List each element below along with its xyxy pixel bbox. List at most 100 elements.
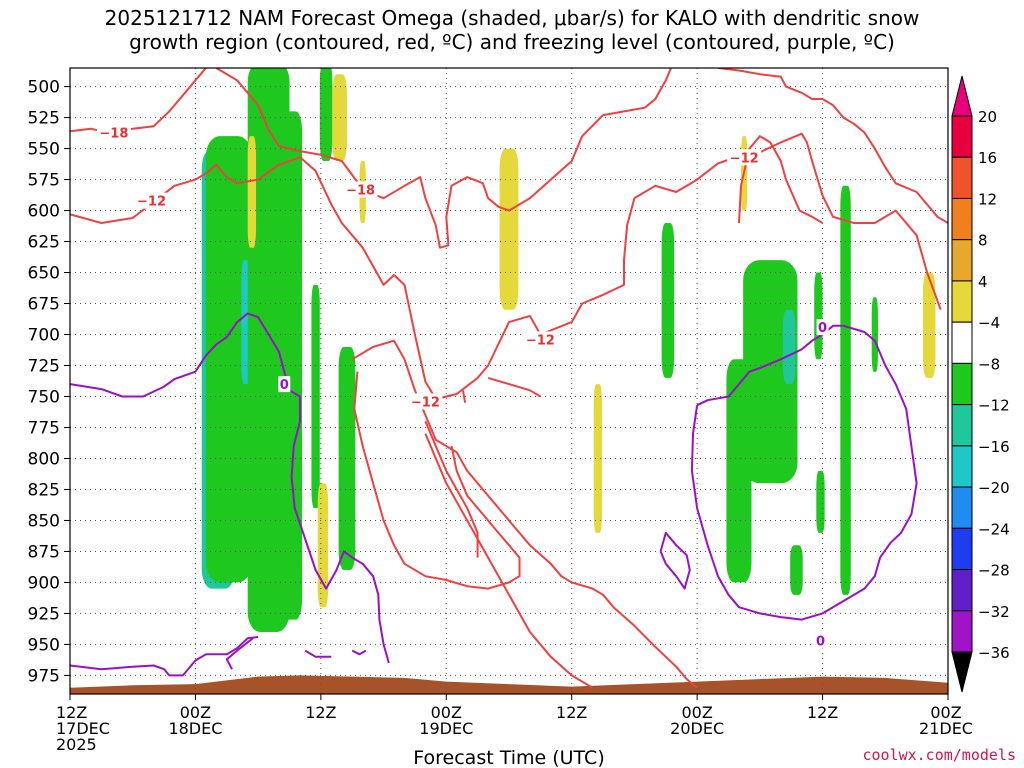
red-contour-7 (424, 420, 479, 558)
red-contour-1 (70, 132, 942, 400)
terrain (70, 675, 948, 694)
purple-contour-5 (304, 649, 332, 658)
x-axis-title: Forecast Time (UTC) (413, 747, 604, 768)
colorbar-label-12: −32 (978, 603, 1010, 621)
x-tick-label-3-1: 00Z (431, 703, 462, 722)
colorbar-top-arrow (951, 75, 973, 117)
y-tick-label-7: 675 (28, 295, 60, 315)
credit-text: coolwx.com/models (862, 746, 1016, 764)
red-contour-4 (717, 68, 948, 224)
red-contour-2 (215, 68, 672, 249)
omega-region-7 (319, 68, 333, 161)
red-contour-label-1: −12 (137, 195, 166, 210)
purple-contour-label-2: 0 (816, 635, 825, 650)
y-tick-label-2: 550 (28, 140, 60, 160)
colorbar-swatch-1 (951, 156, 973, 199)
red-contour-0 (70, 68, 207, 135)
y-tick-label-18: 950 (28, 635, 60, 655)
colorbar-swatch-12 (951, 610, 973, 653)
colorbar-label-3: 8 (978, 232, 988, 250)
x-tick-label-6-1: 12Z (807, 703, 838, 722)
omega-region-19 (782, 309, 796, 385)
omega-region-3 (247, 68, 290, 633)
purple-contour-1 (690, 324, 918, 621)
red-contour-label-bg-4 (408, 393, 443, 410)
y-tick-label-4: 600 (28, 202, 60, 222)
colorbar-swatch-3 (951, 239, 973, 282)
colorbar-swatch-7 (951, 404, 973, 447)
colorbar-label-2: 12 (978, 190, 997, 208)
colorbar-label-10: −24 (978, 520, 1010, 538)
purple-contour-label-0: 0 (280, 378, 289, 393)
purple-contour-label-1: 0 (818, 321, 827, 336)
colorbar-label-7: −12 (978, 397, 1010, 415)
y-tick-label-12: 800 (28, 449, 60, 469)
omega-region-1 (205, 136, 252, 583)
colorbar-bottom-arrow (951, 651, 973, 693)
red-contour-label-bg-1 (134, 192, 169, 209)
colorbar-swatch-10 (951, 527, 973, 571)
y-tick-label-19: 975 (28, 666, 60, 686)
y-tick-label-16: 900 (28, 573, 60, 593)
red-contours (70, 68, 948, 689)
colorbar: 20 16 12 8 4 −4 −8 −12 −16 −20 −24 −28 −32 −36 (951, 75, 1010, 693)
omega-region-21 (814, 272, 823, 360)
purple-contour-0 (70, 312, 390, 664)
red-contour-3 (738, 135, 824, 224)
colorbar-label-4: 4 (978, 273, 988, 291)
y-tick-label-11: 775 (28, 418, 60, 438)
y-tick-label-1: 525 (28, 109, 60, 129)
red-contour-label-5: −12 (730, 151, 759, 166)
omega-region-8 (332, 74, 347, 161)
x-tick-label-3-2: 19DEC (419, 719, 473, 738)
y-tick-label-5: 625 (28, 233, 60, 253)
colorbar-swatch-4 (951, 280, 973, 323)
red-contour-label-3: −12 (526, 333, 555, 348)
chart-title-line1: 2025121712 NAM Forecast Omega (shaded, μ… (104, 6, 920, 30)
omega-region-12 (499, 148, 519, 310)
purple-contour-label-bg-1 (816, 319, 829, 336)
y-axis: 500 525 550 575 600 625 650 675 700 725 750 775 800 8… (28, 78, 70, 686)
omega-region-16 (661, 222, 675, 378)
purple-contour-6 (351, 649, 367, 656)
y-tick-label-17: 925 (28, 604, 60, 624)
omega-region-6 (338, 346, 356, 571)
purple-contour-2 (659, 531, 691, 590)
x-tick-label-4-1: 12Z (556, 703, 587, 722)
colorbar-swatch-5 (951, 321, 973, 364)
red-contour-label-2: −18 (346, 183, 375, 198)
x-tick-label-2-1: 12Z (305, 703, 336, 722)
red-contour-label-bg-2 (343, 181, 378, 198)
x-tick-label-5-2: 20DEC (670, 719, 724, 738)
colorbar-label-13: −36 (978, 644, 1010, 662)
omega-region-10 (247, 136, 257, 248)
y-tick-label-10: 750 (28, 387, 60, 407)
purple-contour-3 (70, 636, 259, 677)
colorbar-label-11: −28 (978, 562, 1010, 580)
chart-title-line2: growth region (contoured, red, ºC) and f… (129, 30, 895, 54)
y-tick-label-9: 725 (28, 357, 60, 377)
x-tick-label-0-2: 17DEC (56, 719, 110, 738)
omega-region-23 (816, 470, 825, 533)
purple-contours (70, 312, 918, 677)
red-contour-label-bg-5 (727, 149, 762, 166)
colorbar-label-5: −4 (978, 314, 1000, 332)
x-tick-label-1-1: 00Z (180, 703, 211, 722)
x-tick-label-0-3: 2025 (56, 735, 97, 754)
omega-region-15 (922, 272, 936, 378)
plot-frame (69, 67, 949, 695)
colorbar-label-9: −20 (978, 479, 1010, 497)
purple-contour-label-bg-0 (278, 376, 291, 393)
y-tick-label-14: 850 (28, 511, 60, 531)
omega-region-4 (281, 111, 303, 620)
x-tick-label-7-1: 00Z (930, 703, 961, 722)
y-tick-label-0: 500 (28, 78, 60, 98)
y-tick-label-15: 875 (28, 542, 60, 562)
red-contour-9 (487, 376, 541, 398)
colorbar-swatch-9 (951, 486, 973, 529)
y-tick-label-6: 650 (28, 264, 60, 284)
purple-contour-label-bg-2 (814, 632, 827, 649)
